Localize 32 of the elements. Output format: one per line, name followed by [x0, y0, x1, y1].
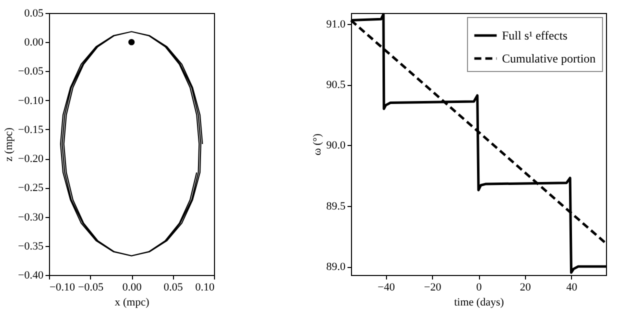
x-axis-title: x (mpc)	[114, 296, 150, 308]
y-tick-label: 0.00	[24, 36, 44, 49]
x-tick-label: −0.10	[50, 282, 76, 294]
y-tick-label: −0.40	[18, 270, 44, 282]
x-tick-label: −40	[378, 282, 396, 294]
y-tick-label: −0.05	[18, 66, 44, 78]
x-tick-label: −20	[424, 282, 442, 294]
x-tick-label: 0.10	[195, 282, 215, 294]
y-tick-label: 89.5	[326, 200, 346, 212]
x-axis-title: time (days)	[454, 296, 504, 308]
y-tick-label: −0.10	[18, 94, 44, 107]
x-tick-label: 0.00	[122, 282, 142, 294]
y-tick-label: −0.35	[18, 240, 44, 252]
y-tick-label: 90.0	[326, 140, 346, 152]
x-tick-label: −0.05	[78, 282, 104, 294]
y-axis-title: z (mpc)	[3, 127, 16, 162]
y-tick-label: 91.0	[326, 18, 346, 30]
y-tick-label: 0.05	[24, 8, 44, 20]
y-tick-label: −0.15	[18, 124, 44, 136]
x-tick-label: 0.05	[164, 282, 184, 294]
x-tick-label: 40	[566, 282, 578, 294]
x-tick-label: 20	[520, 282, 532, 294]
y-tick-label: 90.5	[326, 79, 346, 92]
y-tick-label: −0.30	[18, 211, 44, 224]
y-tick-label: 89.0	[326, 261, 346, 274]
y-axis-title: ω (°)	[311, 133, 324, 156]
y-tick-label: −0.20	[18, 153, 44, 166]
line-series	[60, 31, 203, 256]
legend-label: Cumulative portion	[502, 52, 596, 66]
x-tick-label: 0	[476, 282, 482, 294]
legend-label: Full s¹ effects	[502, 28, 568, 42]
y-tick-label: −0.25	[18, 182, 44, 194]
